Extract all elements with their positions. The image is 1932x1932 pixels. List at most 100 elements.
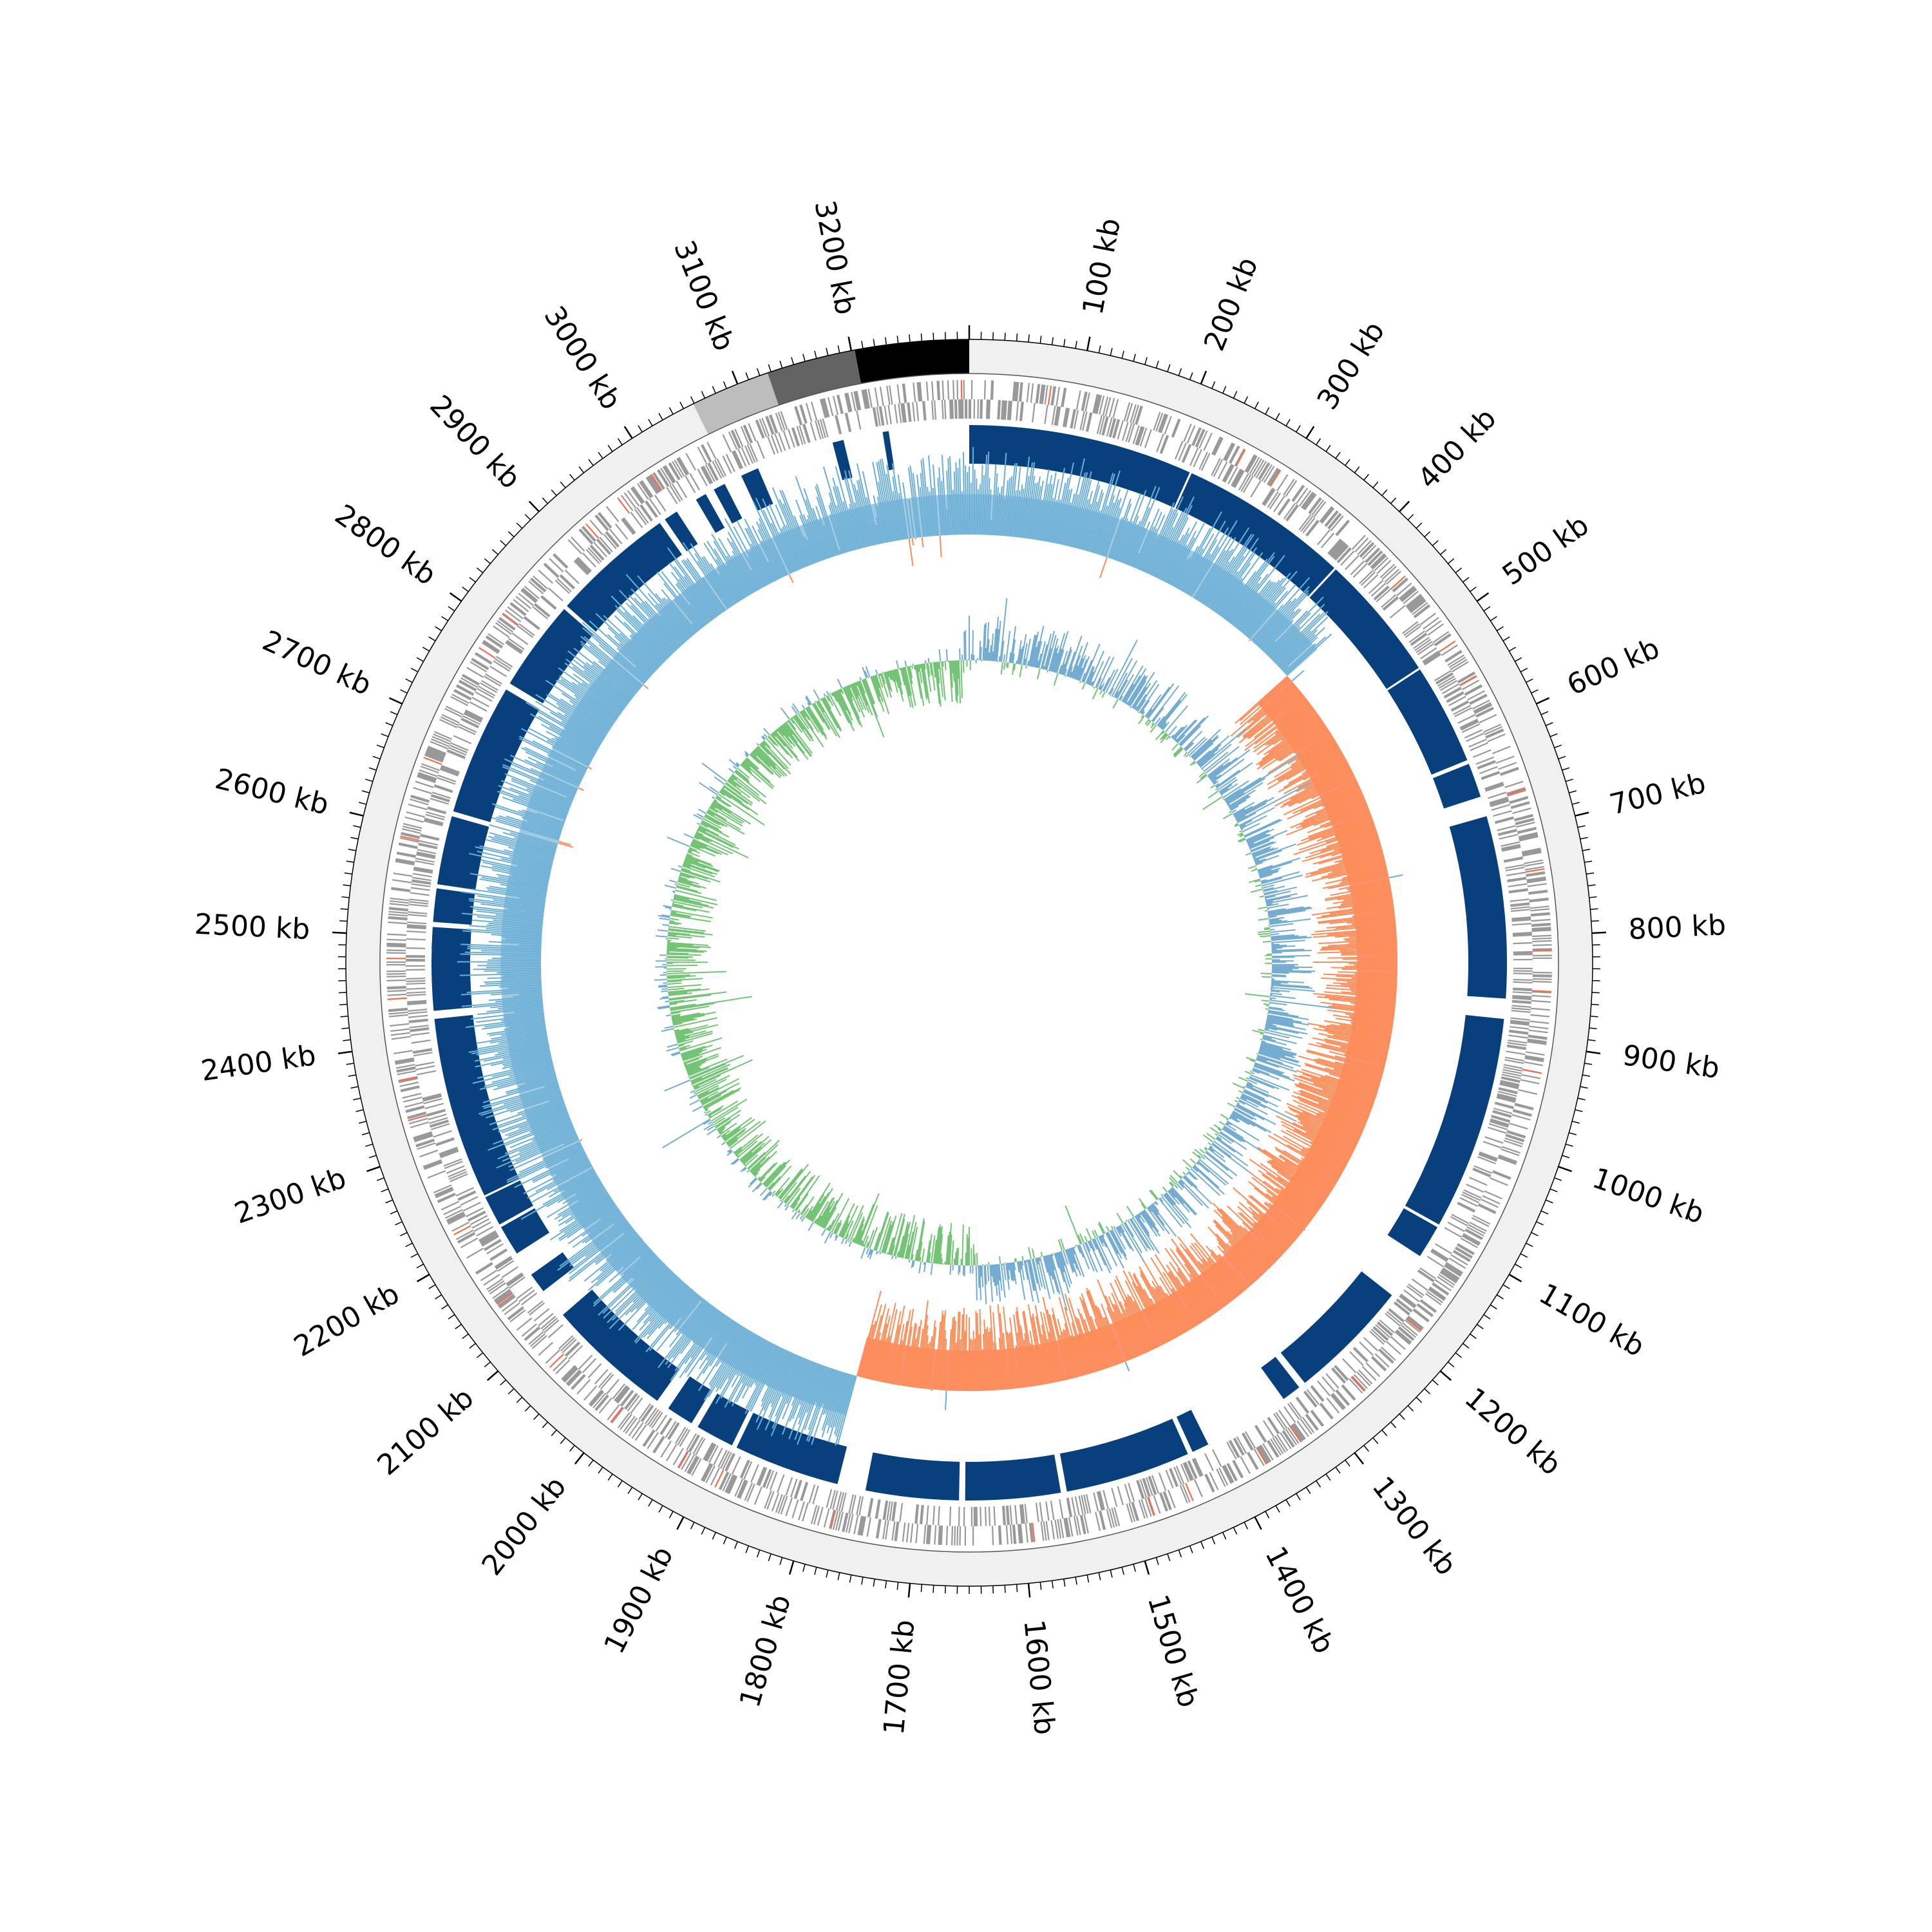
minor-tick xyxy=(462,1333,469,1340)
minor-tick xyxy=(368,767,377,771)
minor-tick xyxy=(348,1074,356,1077)
similarity-block xyxy=(531,1252,574,1291)
minor-tick xyxy=(569,1444,575,1452)
minor-tick xyxy=(723,1537,727,1544)
minor-tick xyxy=(1244,1522,1249,1530)
minor-tick xyxy=(560,1437,566,1444)
similarity-block xyxy=(1449,816,1508,999)
tick-label: 2600 kb xyxy=(212,762,332,822)
minor-tick xyxy=(1520,668,1528,672)
major-tick xyxy=(337,1050,353,1055)
major-tick xyxy=(1586,1050,1601,1055)
minor-tick xyxy=(340,1016,348,1018)
minor-tick xyxy=(507,531,515,538)
minor-tick xyxy=(1372,1437,1379,1444)
minor-tick xyxy=(1016,333,1018,341)
minor-tick xyxy=(617,438,623,446)
minor-tick xyxy=(551,489,557,496)
minor-tick xyxy=(933,332,934,341)
minor-tick xyxy=(385,722,393,726)
minor-tick xyxy=(1390,497,1397,504)
major-tick xyxy=(907,1583,911,1598)
minor-tick xyxy=(1531,1232,1539,1236)
similarity-block xyxy=(665,511,698,552)
minor-tick xyxy=(896,336,899,344)
tick-label: 2800 kb xyxy=(329,498,442,592)
minor-tick xyxy=(1591,920,1599,922)
similarity-block xyxy=(1405,1015,1504,1225)
tick-label: 3200 kb xyxy=(808,198,862,317)
minor-tick xyxy=(1051,1580,1054,1589)
minor-tick xyxy=(422,647,430,652)
minor-tick xyxy=(1335,451,1341,459)
minor-tick xyxy=(909,334,911,343)
gc-above-peaks xyxy=(457,447,1403,1446)
minor-tick xyxy=(348,848,356,851)
minor-tick xyxy=(385,1199,393,1204)
minor-tick xyxy=(1577,825,1586,828)
similarity-block xyxy=(1261,1356,1300,1399)
minor-tick xyxy=(1577,1097,1586,1101)
tick-label: 2100 kb xyxy=(371,1381,480,1482)
major-tick xyxy=(788,1560,795,1575)
minor-tick xyxy=(359,1121,366,1124)
minor-tick xyxy=(712,386,716,393)
minor-tick xyxy=(1526,678,1533,683)
minor-tick xyxy=(837,1572,840,1580)
minor-tick xyxy=(723,381,727,389)
tick-label: 1800 kb xyxy=(734,1591,797,1711)
minor-tick xyxy=(920,333,923,341)
minor-tick xyxy=(1584,1063,1593,1065)
minor-tick xyxy=(448,606,455,612)
minor-tick xyxy=(802,1564,806,1572)
minor-tick xyxy=(791,357,794,365)
minor-tick xyxy=(1296,1493,1301,1501)
minor-tick xyxy=(1554,744,1562,748)
minor-tick xyxy=(1448,1361,1455,1368)
minor-tick xyxy=(491,549,498,555)
minor-tick xyxy=(1381,489,1388,496)
minor-tick xyxy=(607,1473,613,1481)
minor-tick xyxy=(542,497,549,504)
major-tick xyxy=(1476,592,1490,602)
minor-tick xyxy=(1589,896,1597,898)
scale-ticks xyxy=(332,325,1606,1598)
minor-tick xyxy=(435,1294,442,1300)
minor-tick xyxy=(1565,1143,1573,1147)
minor-tick xyxy=(1211,381,1216,389)
minor-tick xyxy=(1265,407,1270,415)
similarity-block xyxy=(714,484,743,524)
minor-tick xyxy=(756,1549,761,1558)
minor-tick xyxy=(1233,391,1238,399)
minor-tick xyxy=(1016,1584,1018,1593)
minor-tick xyxy=(1575,1109,1583,1112)
minor-tick xyxy=(1490,616,1497,621)
similarity-block xyxy=(1280,1271,1392,1383)
minor-tick xyxy=(1178,368,1182,376)
minor-tick xyxy=(1305,1486,1311,1494)
minor-tick xyxy=(658,1505,663,1513)
minor-tick xyxy=(1133,354,1136,362)
minor-tick xyxy=(648,419,653,426)
minor-tick xyxy=(1063,339,1066,347)
minor-tick xyxy=(359,802,366,805)
minor-tick xyxy=(1121,350,1124,359)
major-tick xyxy=(349,811,364,817)
minor-tick xyxy=(1275,413,1280,421)
gc-skew-positive xyxy=(654,598,1336,1311)
similarity-block xyxy=(697,1393,750,1446)
minor-tick xyxy=(1345,1459,1350,1467)
minor-tick xyxy=(701,391,706,399)
similarity-block xyxy=(1309,569,1419,689)
minor-tick xyxy=(361,790,370,793)
major-tick xyxy=(1399,500,1410,513)
tick-label: 1900 kb xyxy=(598,1541,680,1659)
tick-label: 200 kb xyxy=(1198,252,1265,355)
minor-tick xyxy=(1562,767,1570,771)
tick-label: 2900 kb xyxy=(423,389,527,495)
major-tick xyxy=(366,1166,381,1172)
minor-tick xyxy=(455,1323,462,1330)
tick-label: 1000 kb xyxy=(1588,1162,1708,1231)
minor-tick xyxy=(1508,647,1517,652)
